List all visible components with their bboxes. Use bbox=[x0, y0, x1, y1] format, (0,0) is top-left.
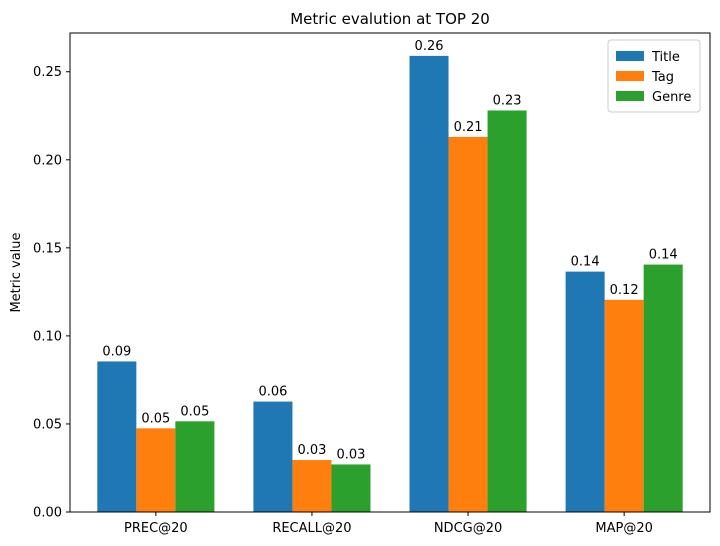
bar-genre-recall-20 bbox=[331, 464, 371, 512]
bar-value-label: 0.14 bbox=[571, 255, 600, 270]
legend-swatch-tag bbox=[616, 71, 644, 81]
bar-value-label: 0.03 bbox=[297, 443, 326, 458]
y-tick-label: 0.25 bbox=[33, 65, 62, 80]
bar-genre-ndcg-20 bbox=[487, 110, 527, 512]
bar-title-map-20 bbox=[565, 271, 605, 512]
x-tick-label: NDCG@20 bbox=[434, 521, 502, 536]
x-tick-label: MAP@20 bbox=[595, 521, 653, 536]
legend: Title Tag Genre bbox=[607, 39, 701, 113]
bar-value-label: 0.05 bbox=[141, 411, 170, 426]
x-tick-label: RECALL@20 bbox=[272, 521, 351, 536]
bar-value-label: 0.21 bbox=[454, 120, 483, 135]
bar-tag-prec-20 bbox=[136, 428, 176, 512]
bar-title-recall-20 bbox=[253, 401, 293, 512]
legend-label-genre: Genre bbox=[652, 90, 691, 105]
bar-title-prec-20 bbox=[97, 361, 137, 512]
x-tick-label: PREC@20 bbox=[124, 521, 188, 536]
y-tick-label: 0.15 bbox=[33, 241, 62, 256]
bars-group bbox=[97, 55, 683, 513]
bar-value-label: 0.23 bbox=[493, 93, 522, 108]
legend-swatch-genre bbox=[616, 91, 644, 101]
legend-swatch-title bbox=[616, 51, 644, 61]
y-axis: 0.00 0.05 0.10 0.15 0.20 0.25 bbox=[33, 65, 70, 521]
y-tick-label: 0.05 bbox=[33, 417, 62, 432]
legend-label-tag: Tag bbox=[651, 70, 674, 85]
plot-frame bbox=[69, 32, 711, 513]
y-tick-label: 0.20 bbox=[33, 153, 62, 168]
bar-value-label: 0.12 bbox=[610, 283, 639, 298]
bar-value-label: 0.03 bbox=[336, 447, 365, 462]
bar-genre-map-20 bbox=[643, 264, 683, 512]
bar-value-label: 0.05 bbox=[180, 404, 209, 419]
bar-tag-ndcg-20 bbox=[448, 136, 488, 512]
chart-title: Metric evalution at TOP 20 bbox=[290, 10, 490, 28]
legend-label-title: Title bbox=[651, 50, 680, 65]
bar-tag-map-20 bbox=[604, 299, 644, 512]
y-axis-title: Metric value bbox=[9, 232, 24, 312]
bar-labels-group: 0.09 0.06 0.26 0.14 0.05 0.03 0.21 0.12 0.05 0.03… bbox=[102, 39, 677, 463]
y-tick-label: 0.00 bbox=[33, 506, 62, 521]
x-axis: PREC@20 RECALL@20 NDCG@20 MAP@20 bbox=[124, 512, 653, 536]
bar-value-label: 0.26 bbox=[415, 39, 444, 54]
bar-value-label: 0.06 bbox=[258, 385, 287, 400]
bar-genre-prec-20 bbox=[175, 421, 215, 512]
bar-value-label: 0.09 bbox=[102, 344, 131, 359]
bar-value-label: 0.14 bbox=[649, 248, 678, 263]
bar-title-ndcg-20 bbox=[409, 55, 449, 513]
bar-tag-recall-20 bbox=[292, 460, 332, 512]
y-tick-label: 0.10 bbox=[33, 329, 62, 344]
